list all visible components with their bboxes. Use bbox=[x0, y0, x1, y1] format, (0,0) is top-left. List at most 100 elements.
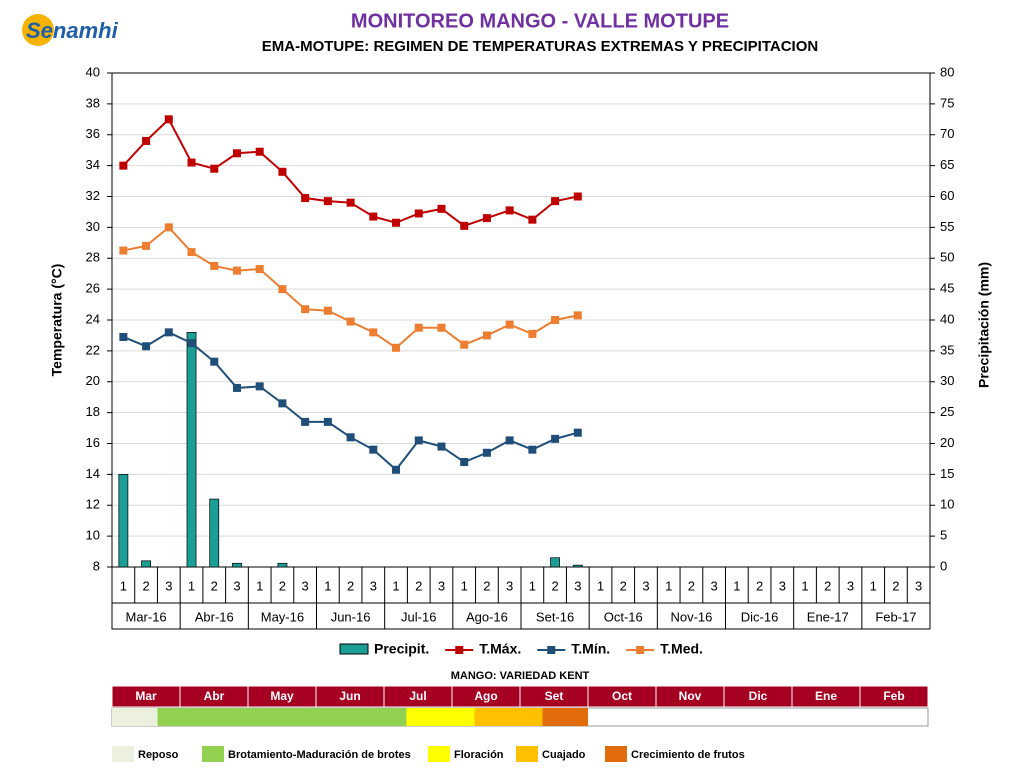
y-tick-label: 34 bbox=[86, 157, 100, 172]
x-tick-label: 3 bbox=[847, 578, 854, 593]
month-label: Dic-16 bbox=[741, 609, 779, 624]
point bbox=[210, 261, 219, 270]
y-tick-label: 36 bbox=[86, 126, 100, 141]
phenology-month-label: May bbox=[270, 689, 294, 703]
point bbox=[346, 198, 355, 207]
chart-subtitle: EMA-MOTUPE: REGIMEN DE TEMPERATURAS EXTR… bbox=[262, 38, 818, 55]
point bbox=[323, 306, 332, 315]
y-axis-label: Temperatura (°C) bbox=[49, 264, 65, 377]
x-tick-label: 3 bbox=[574, 578, 581, 593]
point bbox=[573, 428, 582, 437]
month-label: Oct-16 bbox=[604, 609, 643, 624]
line bbox=[123, 226, 579, 350]
legend-swatch bbox=[455, 646, 464, 654]
y2-tick-label: 40 bbox=[940, 311, 954, 326]
x-tick-label: 3 bbox=[642, 578, 649, 593]
point bbox=[369, 212, 378, 221]
x-tick-label: 1 bbox=[870, 578, 877, 593]
x-tick-label: 1 bbox=[665, 578, 672, 593]
x-tick-label: 1 bbox=[801, 578, 808, 593]
phenology-month-label: Feb bbox=[883, 689, 904, 703]
point bbox=[142, 342, 151, 351]
legend-label: T.Máx. bbox=[479, 641, 521, 657]
point bbox=[392, 465, 401, 474]
phenology-month-label: Dic bbox=[749, 689, 768, 703]
point bbox=[369, 328, 378, 337]
point bbox=[392, 218, 401, 227]
phase-legend-label: Cuajado bbox=[542, 749, 586, 761]
x-tick-label: 2 bbox=[892, 578, 899, 593]
point bbox=[119, 161, 128, 170]
phase-legend-label: Reposo bbox=[138, 749, 179, 761]
month-label: Mar-16 bbox=[125, 609, 166, 624]
y2-tick-label: 55 bbox=[940, 219, 954, 234]
point bbox=[232, 149, 241, 158]
y-tick-label: 28 bbox=[86, 250, 100, 265]
y2-tick-label: 70 bbox=[940, 126, 954, 141]
point bbox=[278, 285, 287, 294]
y-tick-label: 30 bbox=[86, 219, 100, 234]
point bbox=[255, 265, 264, 274]
month-label: Set-16 bbox=[536, 609, 574, 624]
logo-sun bbox=[22, 14, 54, 46]
x-tick-label: 3 bbox=[165, 578, 172, 593]
bar bbox=[141, 560, 151, 568]
phenology-month-label: Abr bbox=[204, 689, 225, 703]
y2-tick-label: 75 bbox=[940, 95, 954, 110]
point bbox=[528, 329, 537, 338]
bar bbox=[186, 332, 197, 568]
x-tick-label: 3 bbox=[506, 578, 513, 593]
bar bbox=[277, 562, 288, 568]
x-tick-label: 1 bbox=[733, 578, 740, 593]
point bbox=[278, 167, 287, 176]
legend-label: T.Mín. bbox=[571, 641, 610, 657]
x-tick-label: 3 bbox=[233, 578, 240, 593]
point bbox=[187, 158, 196, 167]
phase-bar bbox=[112, 708, 158, 726]
point bbox=[460, 458, 469, 467]
point bbox=[301, 194, 310, 203]
point bbox=[301, 417, 310, 426]
bar bbox=[550, 557, 560, 568]
phase-bar bbox=[406, 708, 475, 726]
x-tick-label: 1 bbox=[324, 578, 331, 593]
month-label: Feb-17 bbox=[875, 609, 916, 624]
point bbox=[392, 343, 401, 352]
y2-tick-label: 65 bbox=[940, 157, 954, 172]
y2-tick-label: 50 bbox=[940, 250, 954, 265]
point bbox=[278, 399, 287, 408]
point bbox=[164, 328, 173, 337]
y2-axis-label: Precipitación (mm) bbox=[976, 262, 992, 388]
point bbox=[460, 340, 469, 349]
x-tick-label: 1 bbox=[188, 578, 195, 593]
x-tick-label: 2 bbox=[211, 578, 218, 593]
y-tick-label: 32 bbox=[86, 188, 100, 203]
point bbox=[505, 436, 514, 445]
point bbox=[437, 323, 446, 332]
x-tick-label: 2 bbox=[347, 578, 354, 593]
point bbox=[232, 383, 241, 392]
y2-tick-label: 60 bbox=[940, 188, 954, 203]
point bbox=[551, 197, 560, 206]
y2-tick-label: 30 bbox=[940, 373, 954, 388]
point bbox=[482, 214, 491, 223]
point bbox=[551, 434, 560, 443]
x-tick-label: 2 bbox=[551, 578, 558, 593]
point bbox=[346, 317, 355, 326]
point bbox=[164, 115, 173, 124]
phenology-month-label: Jun bbox=[339, 689, 360, 703]
y-tick-label: 40 bbox=[86, 64, 100, 79]
point bbox=[187, 339, 196, 348]
chart-title: MONITOREO MANGO - VALLE MOTUPE bbox=[351, 10, 729, 32]
phase-bar bbox=[542, 708, 588, 726]
phase-bar bbox=[474, 708, 543, 726]
x-tick-label: 1 bbox=[597, 578, 604, 593]
phase-legend-label: Floración bbox=[454, 749, 504, 761]
x-tick-label: 2 bbox=[824, 578, 831, 593]
point bbox=[119, 246, 128, 255]
month-label: Ene-17 bbox=[807, 609, 849, 624]
phenology-month-label: Mar bbox=[135, 689, 157, 703]
x-tick-label: 1 bbox=[529, 578, 536, 593]
point bbox=[437, 442, 446, 451]
